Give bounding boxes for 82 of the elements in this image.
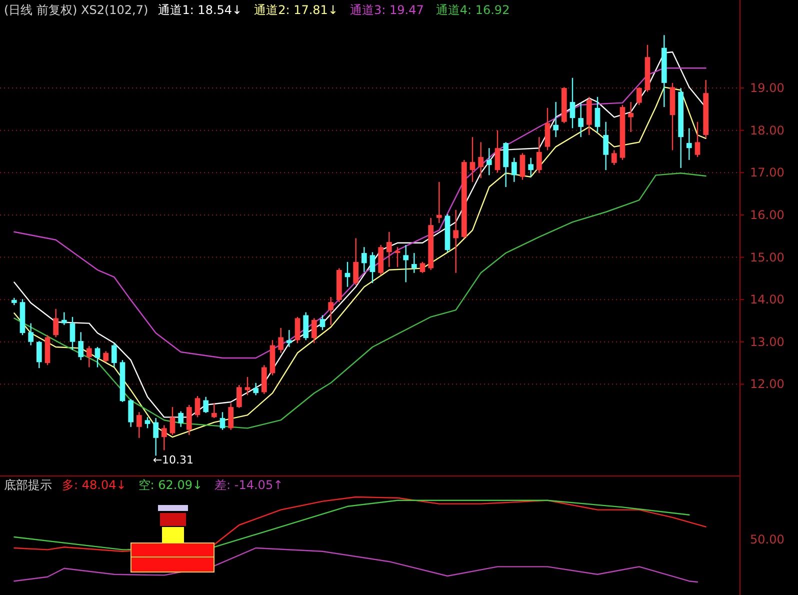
candlestick bbox=[403, 244, 408, 283]
candlestick bbox=[453, 209, 458, 274]
candlestick bbox=[312, 318, 317, 344]
candlestick bbox=[544, 107, 550, 151]
candlestick bbox=[628, 101, 634, 133]
candlestick bbox=[136, 412, 142, 439]
text: 多: 48.04↓ bbox=[62, 478, 126, 492]
candlestick bbox=[86, 346, 92, 368]
text: 差: -14.05↑ bbox=[214, 478, 284, 492]
candlestick bbox=[103, 350, 108, 363]
candlestick bbox=[320, 314, 326, 331]
candlestick bbox=[228, 402, 234, 430]
candlestick bbox=[578, 102, 584, 138]
y-tick-label: 17.00 bbox=[750, 166, 784, 180]
candlestick bbox=[253, 382, 258, 396]
candlestick bbox=[362, 246, 367, 273]
candlestick bbox=[236, 384, 242, 408]
candlestick bbox=[294, 316, 300, 344]
y-tick-label: 16.00 bbox=[750, 208, 784, 222]
text: 通道2: 17.81↓ bbox=[254, 3, 338, 17]
candlestick bbox=[520, 152, 526, 180]
candlestick bbox=[212, 402, 217, 419]
text: 通道1: 18.54↓ bbox=[158, 3, 242, 17]
candlestick bbox=[244, 376, 250, 396]
candlestick bbox=[594, 96, 600, 133]
candlestick bbox=[170, 406, 176, 436]
chart-title: (日线 前复权) XS2(102,7) bbox=[4, 3, 148, 17]
candlestick bbox=[162, 424, 167, 451]
text: 50.00 bbox=[750, 532, 784, 546]
candlestick bbox=[353, 238, 358, 286]
candlestick bbox=[203, 396, 208, 414]
candlestick bbox=[603, 121, 608, 171]
candlestick bbox=[486, 147, 492, 176]
candlestick bbox=[36, 340, 42, 369]
candlestick bbox=[470, 136, 476, 183]
chart-title: 底部提示 bbox=[4, 478, 52, 492]
y-tick-label: 12.00 bbox=[750, 377, 784, 392]
candlestick bbox=[686, 128, 692, 161]
candlestick bbox=[286, 329, 292, 348]
candlestick bbox=[612, 150, 617, 166]
line-series bbox=[14, 172, 706, 429]
candlestick bbox=[478, 142, 484, 179]
candlestick bbox=[53, 308, 58, 338]
candlestick bbox=[278, 327, 284, 354]
candlestick bbox=[412, 252, 417, 274]
candlestick bbox=[194, 395, 200, 418]
candlestick bbox=[512, 157, 517, 183]
candlestick bbox=[553, 101, 558, 138]
candlestick bbox=[220, 412, 226, 430]
candlestick bbox=[494, 130, 500, 174]
y-tick-label: 19.00 bbox=[750, 81, 784, 96]
candlestick bbox=[303, 312, 308, 341]
y-tick-label: 18.00 bbox=[750, 123, 784, 138]
candlestick bbox=[28, 322, 34, 346]
candlestick bbox=[128, 398, 134, 428]
candlestick bbox=[186, 404, 192, 436]
candlestick bbox=[94, 346, 100, 368]
candlestick bbox=[153, 417, 158, 456]
candlestick bbox=[78, 332, 84, 361]
candlestick bbox=[420, 261, 426, 274]
candlestick bbox=[436, 181, 442, 224]
line-series bbox=[14, 68, 706, 359]
text: 通道4: 16.92 bbox=[436, 3, 510, 17]
candlestick bbox=[112, 342, 117, 368]
text: 空: 62.09↓ bbox=[138, 478, 203, 492]
candlestick bbox=[386, 231, 392, 268]
candlestick bbox=[70, 316, 76, 351]
candlestick bbox=[328, 296, 334, 326]
text: 通道3: 19.47 bbox=[350, 3, 424, 17]
candlestick bbox=[528, 157, 534, 178]
y-tick-label: 15.00 bbox=[750, 250, 784, 264]
candlestick bbox=[178, 410, 184, 428]
candlestick bbox=[536, 136, 542, 174]
candlestick bbox=[62, 312, 67, 326]
candlestick bbox=[570, 77, 576, 129]
candlestick bbox=[144, 416, 150, 429]
candlestick bbox=[370, 252, 376, 284]
annotation: ←10.31 bbox=[152, 454, 194, 467]
y-tick-label: 13.00 bbox=[750, 334, 784, 349]
candlestick bbox=[636, 86, 642, 106]
y-tick-label: 14.00 bbox=[750, 292, 784, 307]
candlestick bbox=[694, 121, 700, 158]
